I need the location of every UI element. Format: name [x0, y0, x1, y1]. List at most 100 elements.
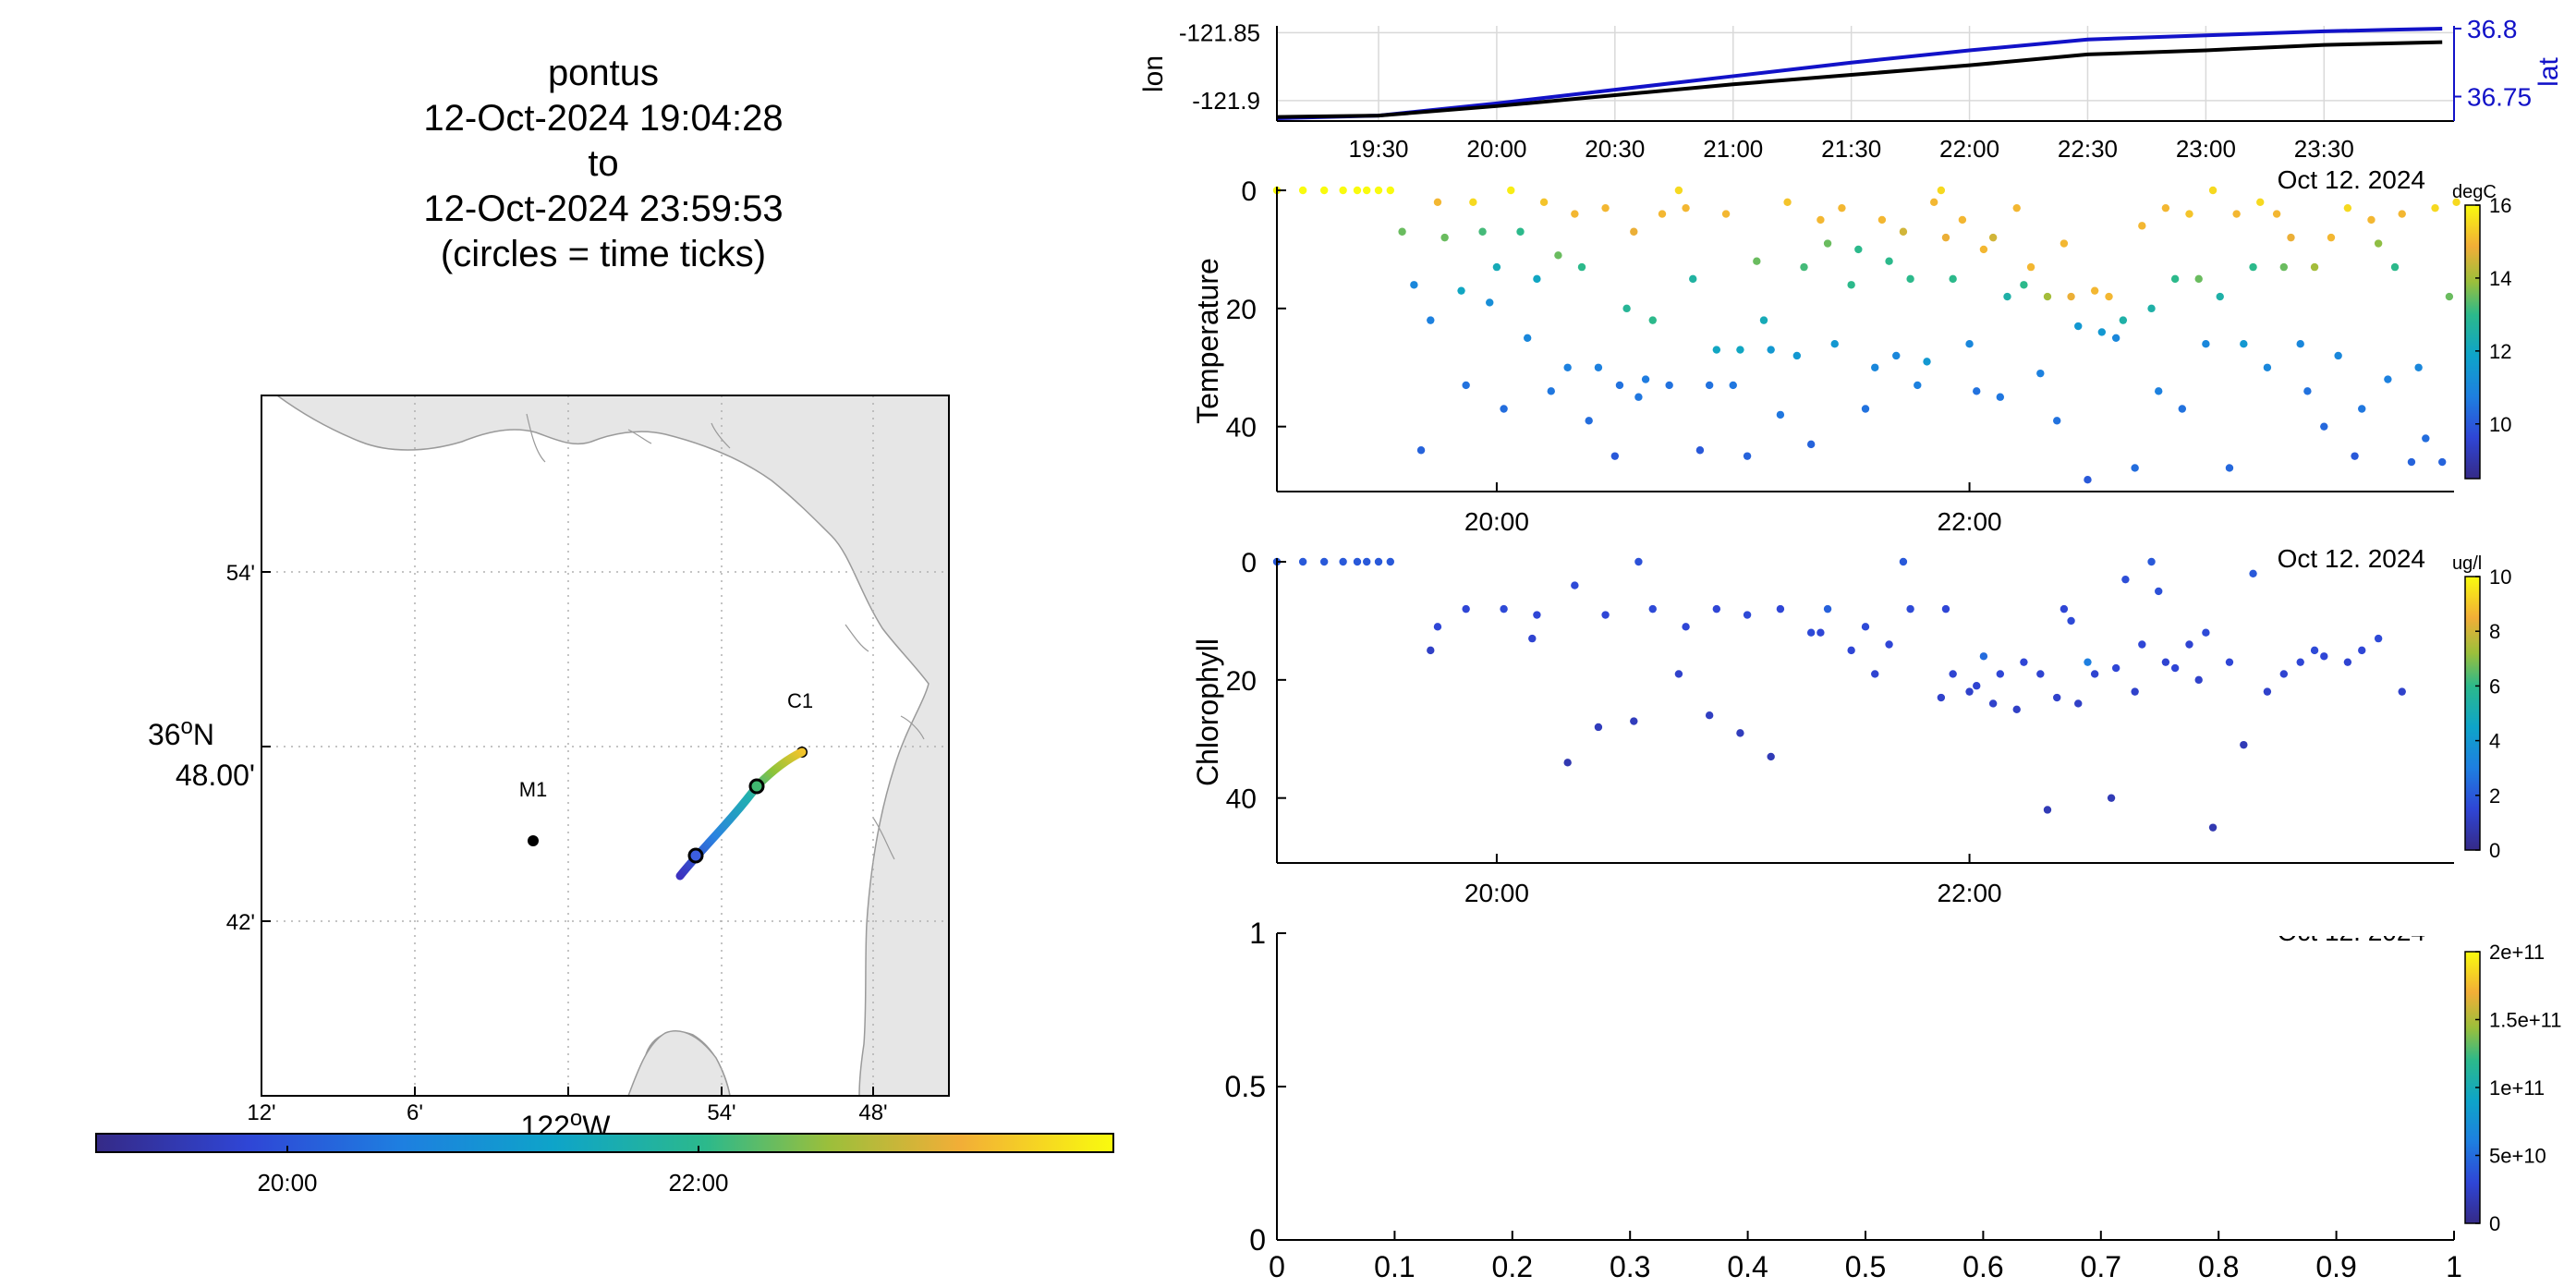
empty-x-tick-label: 0.7: [2081, 1250, 2121, 1283]
temperature-point: [1571, 210, 1579, 218]
temperature-point: [2240, 339, 2248, 348]
lon-tick-54: 54': [707, 1100, 735, 1125]
temperature-point: [1440, 233, 1449, 242]
lat-center-hemisphere: N: [193, 718, 214, 751]
temperature-point: [1838, 203, 1846, 213]
chlorophyll-point: [1674, 670, 1683, 678]
temperature-colorbar-tick-label: 16: [2489, 194, 2511, 217]
map-ticks: [261, 571, 874, 1096]
position-x-tick-label: 23:30: [2294, 135, 2354, 163]
chlorophyll-point: [2053, 693, 2061, 702]
chlorophyll-point: [1319, 557, 1329, 566]
empty-x-tick-label: 0.1: [1374, 1250, 1415, 1283]
chlorophyll-point: [1899, 557, 1908, 566]
temperature-point: [2249, 262, 2257, 272]
lat-center-label: 36oN: [148, 714, 214, 751]
temperature-point: [1648, 316, 1657, 324]
temperature-point: [2053, 417, 2061, 425]
chlorophyll-point: [1847, 646, 1855, 655]
temperature-point: [1753, 257, 1761, 265]
temperature-point: [1478, 227, 1487, 236]
chlorophyll-point: [1776, 604, 1785, 614]
temperature-plot-area: [1277, 188, 2454, 492]
chlorophyll-point: [1298, 557, 1307, 566]
chlorophyll-point: [1433, 623, 1442, 631]
temperature-point: [1929, 198, 1938, 206]
map-land: [275, 395, 949, 1096]
temperature-point: [1861, 405, 1870, 413]
position-x-tick-label: 23:00: [2176, 135, 2236, 163]
chlorophyll-point: [2170, 663, 2180, 673]
temperature-point: [1374, 186, 1383, 195]
map-colorbar-tick-20: 20:00: [257, 1169, 317, 1197]
temperature-point: [1776, 410, 1785, 419]
chlorophyll-point: [2194, 675, 2203, 685]
temperature-point: [1339, 186, 1347, 195]
chlorophyll-point: [1571, 581, 1579, 589]
chlorophyll-point: [1817, 628, 1825, 637]
chlorophyll-point: [2067, 616, 2075, 626]
chlorophyll-y-tick-label: 40: [1226, 784, 1257, 815]
chlorophyll-point: [2036, 670, 2045, 678]
temperature-point: [2111, 334, 2120, 343]
temperature-point: [2256, 198, 2265, 206]
temperature-point: [1563, 363, 1572, 371]
empty-x-tick-label: 0.8: [2198, 1250, 2239, 1283]
temperature-point: [1759, 316, 1768, 324]
lon-tick-12: 12': [247, 1100, 275, 1125]
temperature-point: [2414, 363, 2423, 371]
position-y-left-label: lon: [1138, 55, 1169, 92]
temperature-point: [1507, 186, 1515, 195]
temperature-point: [1641, 375, 1650, 383]
temperature-point: [2358, 405, 2366, 413]
temperature-point: [1554, 251, 1562, 260]
temperature-point: [2438, 457, 2447, 467]
temperature-point: [1871, 363, 1879, 371]
chlorophyll-point: [1823, 604, 1832, 614]
chlorophyll-point: [1594, 723, 1603, 732]
temperature-point: [2194, 274, 2203, 284]
temperature-point: [1941, 233, 1950, 242]
chlorophyll-x-tick-label: 22:00: [1938, 879, 2002, 907]
position-y-left-tick-label: -121.85: [1179, 18, 1260, 46]
chlorophyll-point: [2374, 634, 2383, 643]
temperature-x-tick-label: 20:00: [1464, 507, 1529, 536]
temperature-point: [1386, 186, 1394, 195]
chlorophyll-colorbar-tick-label: 4: [2489, 730, 2500, 753]
chlorophyll-point: [1979, 652, 1988, 661]
chlorophyll-point: [2155, 587, 2163, 596]
chlorophyll-point: [1601, 611, 1610, 619]
temperature-point: [2216, 292, 2224, 301]
temperature-point: [1958, 215, 1967, 225]
chlorophyll-point: [1885, 640, 1893, 649]
chlorophyll-point: [2202, 628, 2210, 637]
empty-colorbar-tick-label: 1.5e+11: [2489, 1009, 2562, 1032]
map-colorbar-tick-22: 22:00: [668, 1169, 728, 1197]
temperature-chart: 0 20 40 20:00 22:00 Oct 12. 2024 Temperature de…: [1191, 165, 2511, 536]
temperature-colorbar-tick-label: 14: [2489, 267, 2511, 290]
temperature-point: [2310, 262, 2319, 272]
chlorophyll-point: [2012, 705, 2021, 714]
temperature-point: [1729, 381, 1737, 390]
temperature-point: [1877, 215, 1887, 225]
chlorophyll-point: [1386, 557, 1394, 566]
chlorophyll-point: [1374, 557, 1383, 566]
map-colorbar-gradient: [95, 1133, 1114, 1153]
temperature-point: [2043, 292, 2052, 301]
chlorophyll-point: [1996, 670, 2005, 678]
chlorophyll-point: [2107, 794, 2116, 802]
chlorophyll-point: [1861, 623, 1870, 631]
chlorophyll-date-label: Oct 12. 2024: [2278, 544, 2425, 573]
chlorophyll-point: [1353, 557, 1362, 566]
temperature-point: [2202, 339, 2210, 348]
chlorophyll-point: [1767, 752, 1775, 761]
temperature-point: [1674, 186, 1683, 195]
temperature-point: [2170, 274, 2180, 284]
chlorophyll-point: [2020, 658, 2028, 666]
temperature-point: [2060, 239, 2069, 248]
temperature-point: [1923, 358, 1931, 366]
title-line-4: 12-Oct-2024 23:59:53: [423, 188, 783, 229]
position-x-tick-label: 21:00: [1703, 135, 1763, 163]
chlorophyll-point: [2249, 569, 2257, 577]
